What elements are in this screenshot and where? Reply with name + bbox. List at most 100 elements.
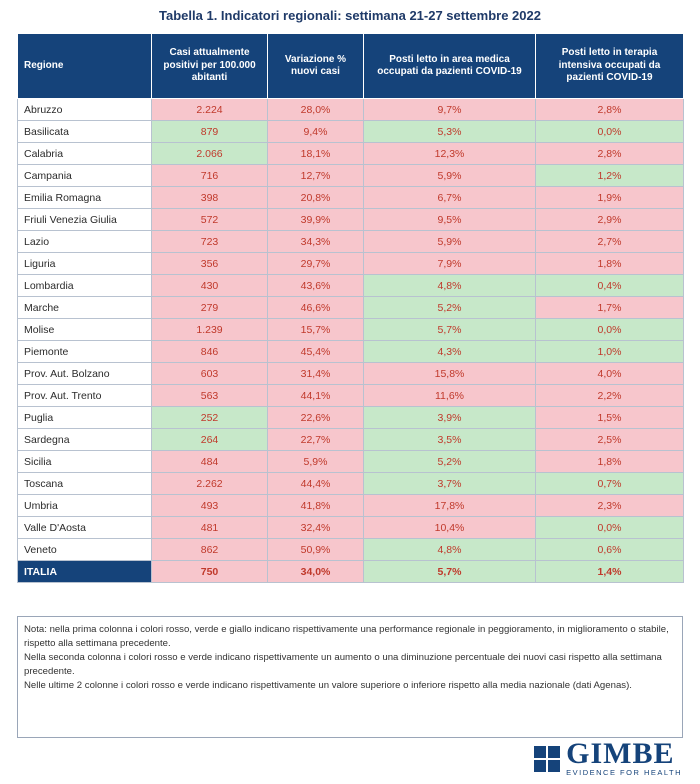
area-medica-cell: 5,2% xyxy=(363,296,536,319)
note-1: Nota: nella prima colonna i colori rosso… xyxy=(24,624,669,649)
terapia-intensiva-cell: 0,0% xyxy=(535,318,684,341)
variazione-cell: 31,4% xyxy=(267,362,364,385)
area-medica-cell: 9,5% xyxy=(363,208,536,231)
variazione-cell: 12,7% xyxy=(267,164,364,187)
casi-cell: 279 xyxy=(151,296,268,319)
regione-cell: Marche xyxy=(17,296,152,319)
note-2: Nella seconda colonna i colori rosso e v… xyxy=(24,651,662,677)
casi-cell: 572 xyxy=(151,208,268,231)
regione-cell: Campania xyxy=(17,164,152,187)
casi-cell: 2.066 xyxy=(151,142,268,165)
terapia-intensiva-cell: 0,7% xyxy=(535,472,684,495)
area-medica-cell: 5,9% xyxy=(363,230,536,253)
table-row: Sardegna 264 22,7% 3,5% 2,5% xyxy=(17,428,684,451)
logo-word: GIMBE xyxy=(566,737,675,770)
table-row: Toscana 2.262 44,4% 3,7% 0,7% xyxy=(17,472,684,495)
terapia-intensiva-cell: 2,9% xyxy=(535,208,684,231)
area-medica-cell: 5,7% xyxy=(363,560,536,583)
terapia-intensiva-cell: 0,0% xyxy=(535,120,684,143)
variazione-cell: 29,7% xyxy=(267,252,364,275)
area-medica-cell: 4,8% xyxy=(363,538,536,561)
area-medica-cell: 11,6% xyxy=(363,384,536,407)
column-header-area-medica: Posti letto in area medica occupati da p… xyxy=(363,33,536,99)
variazione-cell: 5,9% xyxy=(267,450,364,473)
area-medica-cell: 4,3% xyxy=(363,340,536,363)
regione-cell: Friuli Venezia Giulia xyxy=(17,208,152,231)
casi-cell: 563 xyxy=(151,384,268,407)
table-row: Prov. Aut. Bolzano 603 31,4% 15,8% 4,0% xyxy=(17,362,684,385)
area-medica-cell: 17,8% xyxy=(363,494,536,517)
terapia-intensiva-cell: 2,7% xyxy=(535,230,684,253)
table-row: Valle D'Aosta 481 32,4% 10,4% 0,0% xyxy=(17,516,684,539)
regione-cell: Valle D'Aosta xyxy=(17,516,152,539)
casi-cell: 603 xyxy=(151,362,268,385)
terapia-intensiva-cell: 1,8% xyxy=(535,252,684,275)
gimbe-logo: GIMBE EVIDENCE FOR HEALTH xyxy=(534,737,682,777)
terapia-intensiva-cell: 4,0% xyxy=(535,362,684,385)
table-row: Liguria 356 29,7% 7,9% 1,8% xyxy=(17,252,684,275)
regione-cell: Veneto xyxy=(17,538,152,561)
area-medica-cell: 3,5% xyxy=(363,428,536,451)
terapia-intensiva-cell: 2,8% xyxy=(535,98,684,121)
regione-cell: Abruzzo xyxy=(17,98,152,121)
terapia-intensiva-cell: 2,5% xyxy=(535,428,684,451)
terapia-intensiva-cell: 1,8% xyxy=(535,450,684,473)
casi-cell: 879 xyxy=(151,120,268,143)
terapia-intensiva-cell: 2,3% xyxy=(535,494,684,517)
table-row: Campania 716 12,7% 5,9% 1,2% xyxy=(17,164,684,187)
table-row: Basilicata 879 9,4% 5,3% 0,0% xyxy=(17,120,684,143)
regione-cell: Sardegna xyxy=(17,428,152,451)
total-row: ITALIA 750 34,0% 5,7% 1,4% xyxy=(17,560,684,583)
notes-box: Nota: nella prima colonna i colori rosso… xyxy=(17,616,683,738)
logo-tagline: EVIDENCE FOR HEALTH xyxy=(566,768,682,777)
variazione-cell: 15,7% xyxy=(267,318,364,341)
table-row: Friuli Venezia Giulia 572 39,9% 9,5% 2,9% xyxy=(17,208,684,231)
area-medica-cell: 5,2% xyxy=(363,450,536,473)
table-row: Molise 1.239 15,7% 5,7% 0,0% xyxy=(17,318,684,341)
terapia-intensiva-cell: 2,8% xyxy=(535,142,684,165)
column-header-terapia-intensiva: Posti letto in terapia intensiva occupat… xyxy=(535,33,684,99)
area-medica-cell: 5,3% xyxy=(363,120,536,143)
terapia-intensiva-cell: 0,0% xyxy=(535,516,684,539)
area-medica-cell: 3,7% xyxy=(363,472,536,495)
regione-cell: Toscana xyxy=(17,472,152,495)
note-3: Nelle ultime 2 colonne i colori rosso e … xyxy=(24,679,632,691)
table-row: Prov. Aut. Trento 563 44,1% 11,6% 2,2% xyxy=(17,384,684,407)
table-header-row: Regione Casi attualmente positivi per 10… xyxy=(17,33,684,99)
casi-cell: 716 xyxy=(151,164,268,187)
regione-cell: Piemonte xyxy=(17,340,152,363)
regione-cell: Sicilia xyxy=(17,450,152,473)
table-row: Puglia 252 22,6% 3,9% 1,5% xyxy=(17,406,684,429)
table-row: Abruzzo 2.224 28,0% 9,7% 2,8% xyxy=(17,98,684,121)
regione-cell: Lombardia xyxy=(17,274,152,297)
terapia-intensiva-cell: 1,4% xyxy=(535,560,684,583)
variazione-cell: 46,6% xyxy=(267,296,364,319)
regione-cell: Prov. Aut. Trento xyxy=(17,384,152,407)
casi-cell: 862 xyxy=(151,538,268,561)
area-medica-cell: 6,7% xyxy=(363,186,536,209)
gimbe-logo-icon xyxy=(534,745,561,772)
table-row: Veneto 862 50,9% 4,8% 0,6% xyxy=(17,538,684,561)
variazione-cell: 41,8% xyxy=(267,494,364,517)
terapia-intensiva-cell: 1,9% xyxy=(535,186,684,209)
terapia-intensiva-cell: 1,0% xyxy=(535,340,684,363)
regional-indicators-table: Regione Casi attualmente positivi per 10… xyxy=(17,33,684,583)
casi-cell: 481 xyxy=(151,516,268,539)
regione-cell: Lazio xyxy=(17,230,152,253)
variazione-cell: 45,4% xyxy=(267,340,364,363)
column-header-regione: Regione xyxy=(17,33,152,99)
table-row: Umbria 493 41,8% 17,8% 2,3% xyxy=(17,494,684,517)
variazione-cell: 50,9% xyxy=(267,538,364,561)
casi-cell: 846 xyxy=(151,340,268,363)
casi-cell: 398 xyxy=(151,186,268,209)
variazione-cell: 32,4% xyxy=(267,516,364,539)
area-medica-cell: 15,8% xyxy=(363,362,536,385)
casi-cell: 484 xyxy=(151,450,268,473)
area-medica-cell: 10,4% xyxy=(363,516,536,539)
regione-cell: Liguria xyxy=(17,252,152,275)
regione-cell: Umbria xyxy=(17,494,152,517)
casi-cell: 2.262 xyxy=(151,472,268,495)
table-row: Marche 279 46,6% 5,2% 1,7% xyxy=(17,296,684,319)
table-row: Lombardia 430 43,6% 4,8% 0,4% xyxy=(17,274,684,297)
variazione-cell: 18,1% xyxy=(267,142,364,165)
